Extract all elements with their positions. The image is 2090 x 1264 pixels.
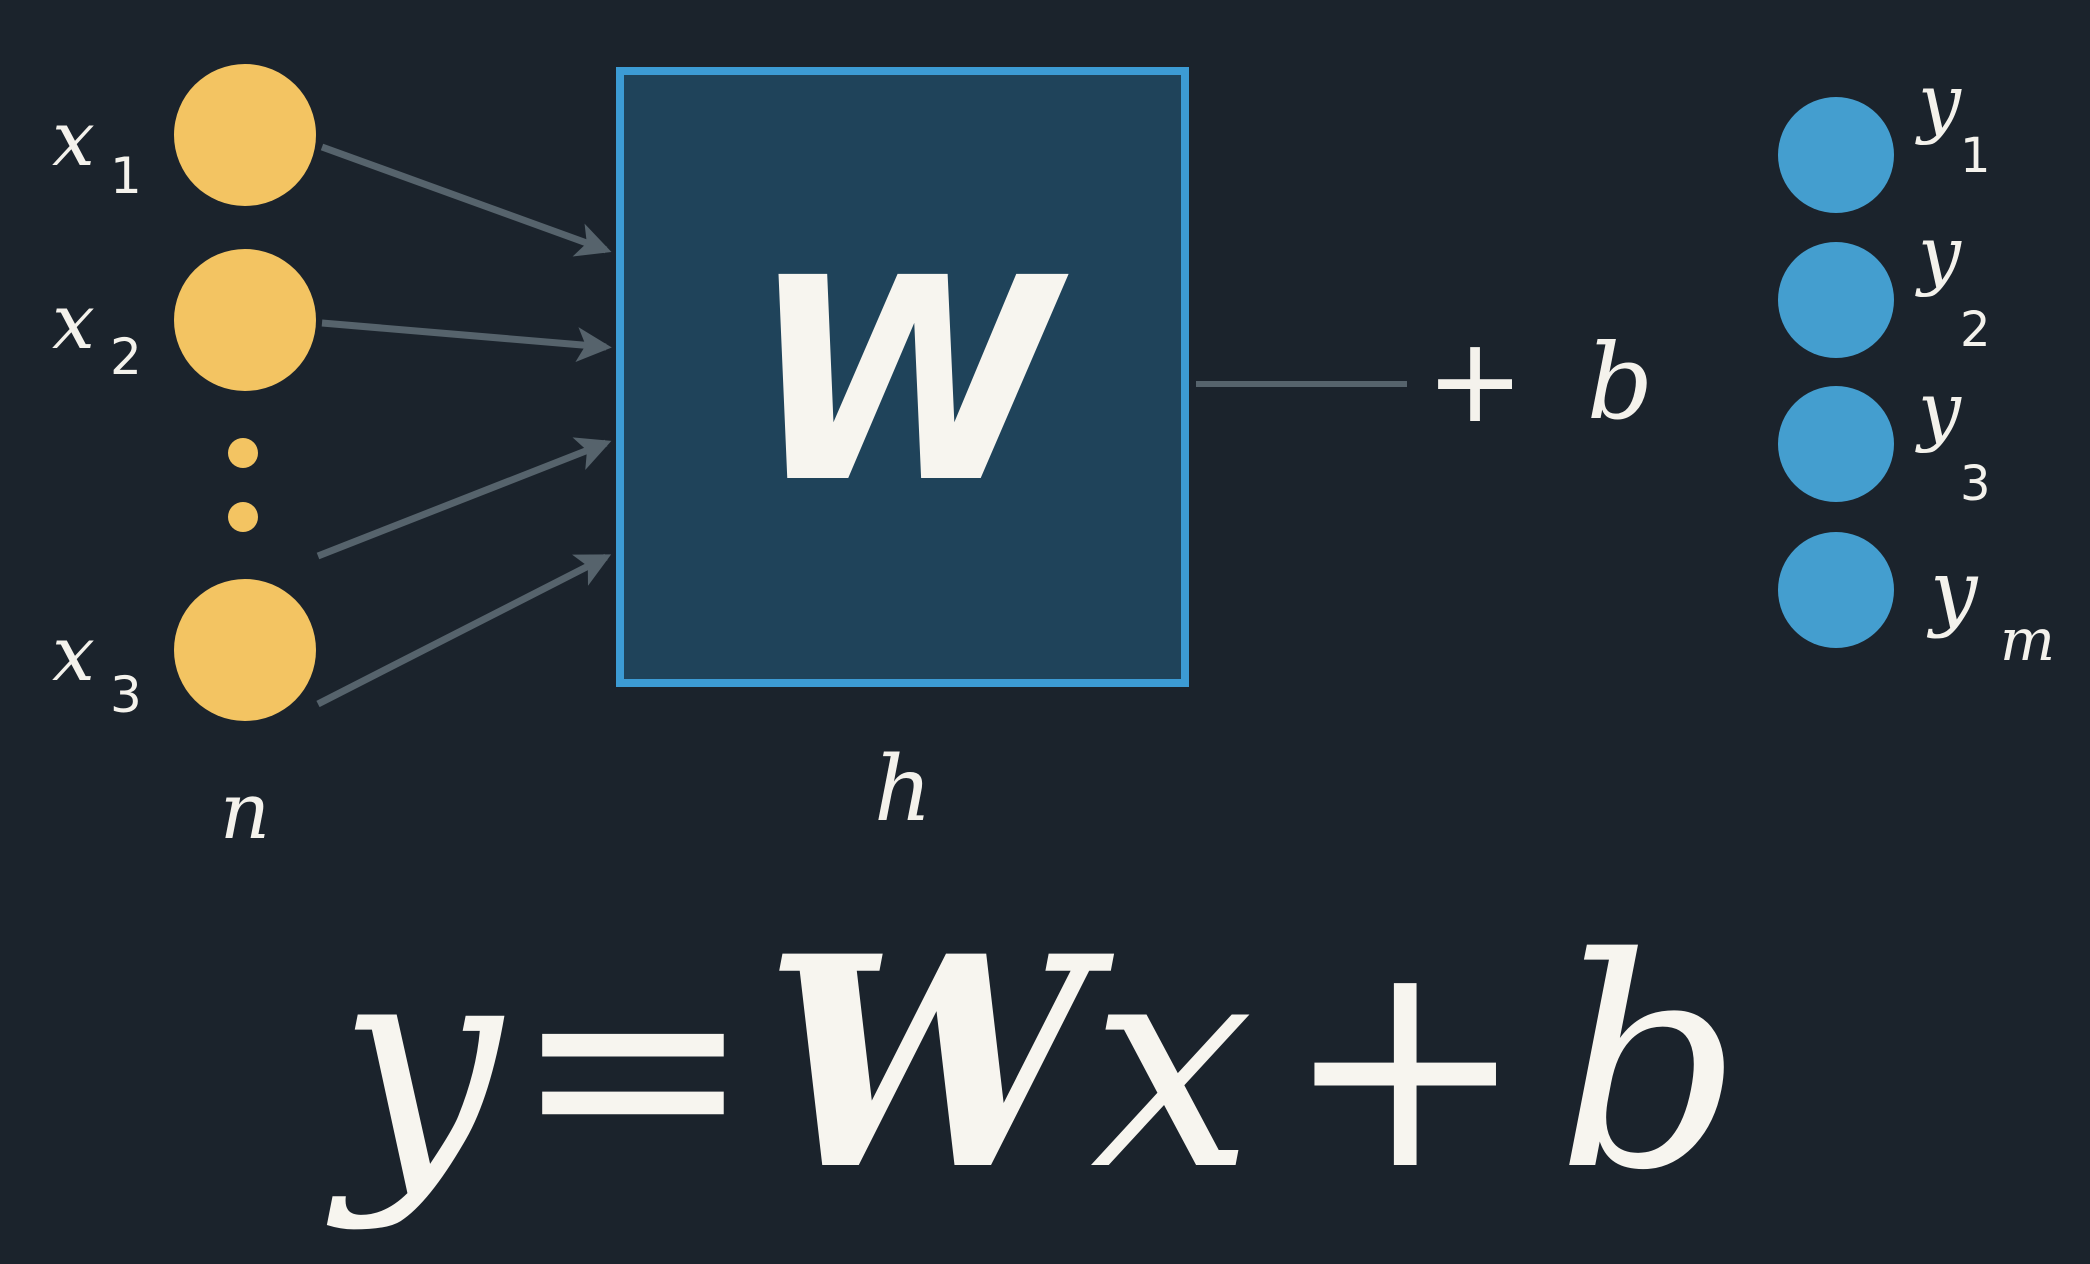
output-node-circle [1778,532,1894,648]
input-label-symbol: x [52,277,95,366]
input-node-circle [174,579,316,721]
input-label-symbol: x [52,609,95,698]
output-label-index: 3 [1960,456,1991,512]
input-node-x3: x 3 [52,579,316,724]
output-node-y2: y 2 [1778,209,1991,358]
input-node-x2: x 2 [52,249,316,391]
output-node-circle [1778,242,1894,358]
input-node-circle [174,64,316,206]
bias-symbol: b [1587,321,1654,443]
bias-term: + b [1196,311,1653,449]
output-node-circle [1778,386,1894,502]
hidden-size-label: h [874,737,932,842]
output-layer: y 1 y 2 y 3 y m [1778,57,2055,674]
equation-equals: = [511,897,754,1234]
ellipsis-dot [228,438,258,468]
output-node-y3: y 3 [1778,365,1991,512]
equation-plus: + [1284,897,1527,1234]
equation-x: x [1090,897,1254,1234]
input-label-symbol: x [52,94,95,183]
arrow-x3 [316,553,612,708]
arrow-x2 [321,319,612,362]
equation: y=Wx + b [324,894,1742,1234]
weight-symbol: W [749,219,1073,545]
equation-y: y [324,897,505,1234]
input-label-index: 1 [110,147,142,205]
input-layer: x 1 x 2 x 3 n [52,64,316,857]
output-label-index: 2 [1960,302,1991,358]
input-size-label: n [220,767,270,857]
arrow-x1 [320,143,612,257]
equation-text: y=Wx + b [324,894,1742,1234]
output-node-ym: y m [1778,532,2055,674]
input-arrows [316,143,612,708]
equation-W: W [764,894,1117,1234]
arrow-ellipsis [316,437,612,560]
input-label-index: 3 [110,666,142,724]
output-node-circle [1778,97,1894,213]
output-node-y1: y 1 [1778,57,1991,213]
output-label-index: 1 [1960,128,1991,184]
weight-box [616,67,1189,687]
output-label-index: m [2000,606,2055,674]
output-label-symbol: y [1926,542,1979,640]
output-label-symbol: y [1915,57,1962,146]
bias-plus: + [1426,311,1525,449]
input-node-x1: x 1 [52,64,316,206]
input-label-index: 2 [110,328,142,386]
output-label-symbol: y [1915,365,1962,454]
ellipsis-dot [228,502,258,532]
output-label-symbol: y [1915,209,1962,298]
input-ellipsis [228,438,258,532]
equation-b: b [1557,897,1743,1234]
weight-matrix: W h [616,67,1189,842]
input-node-circle [174,249,316,391]
